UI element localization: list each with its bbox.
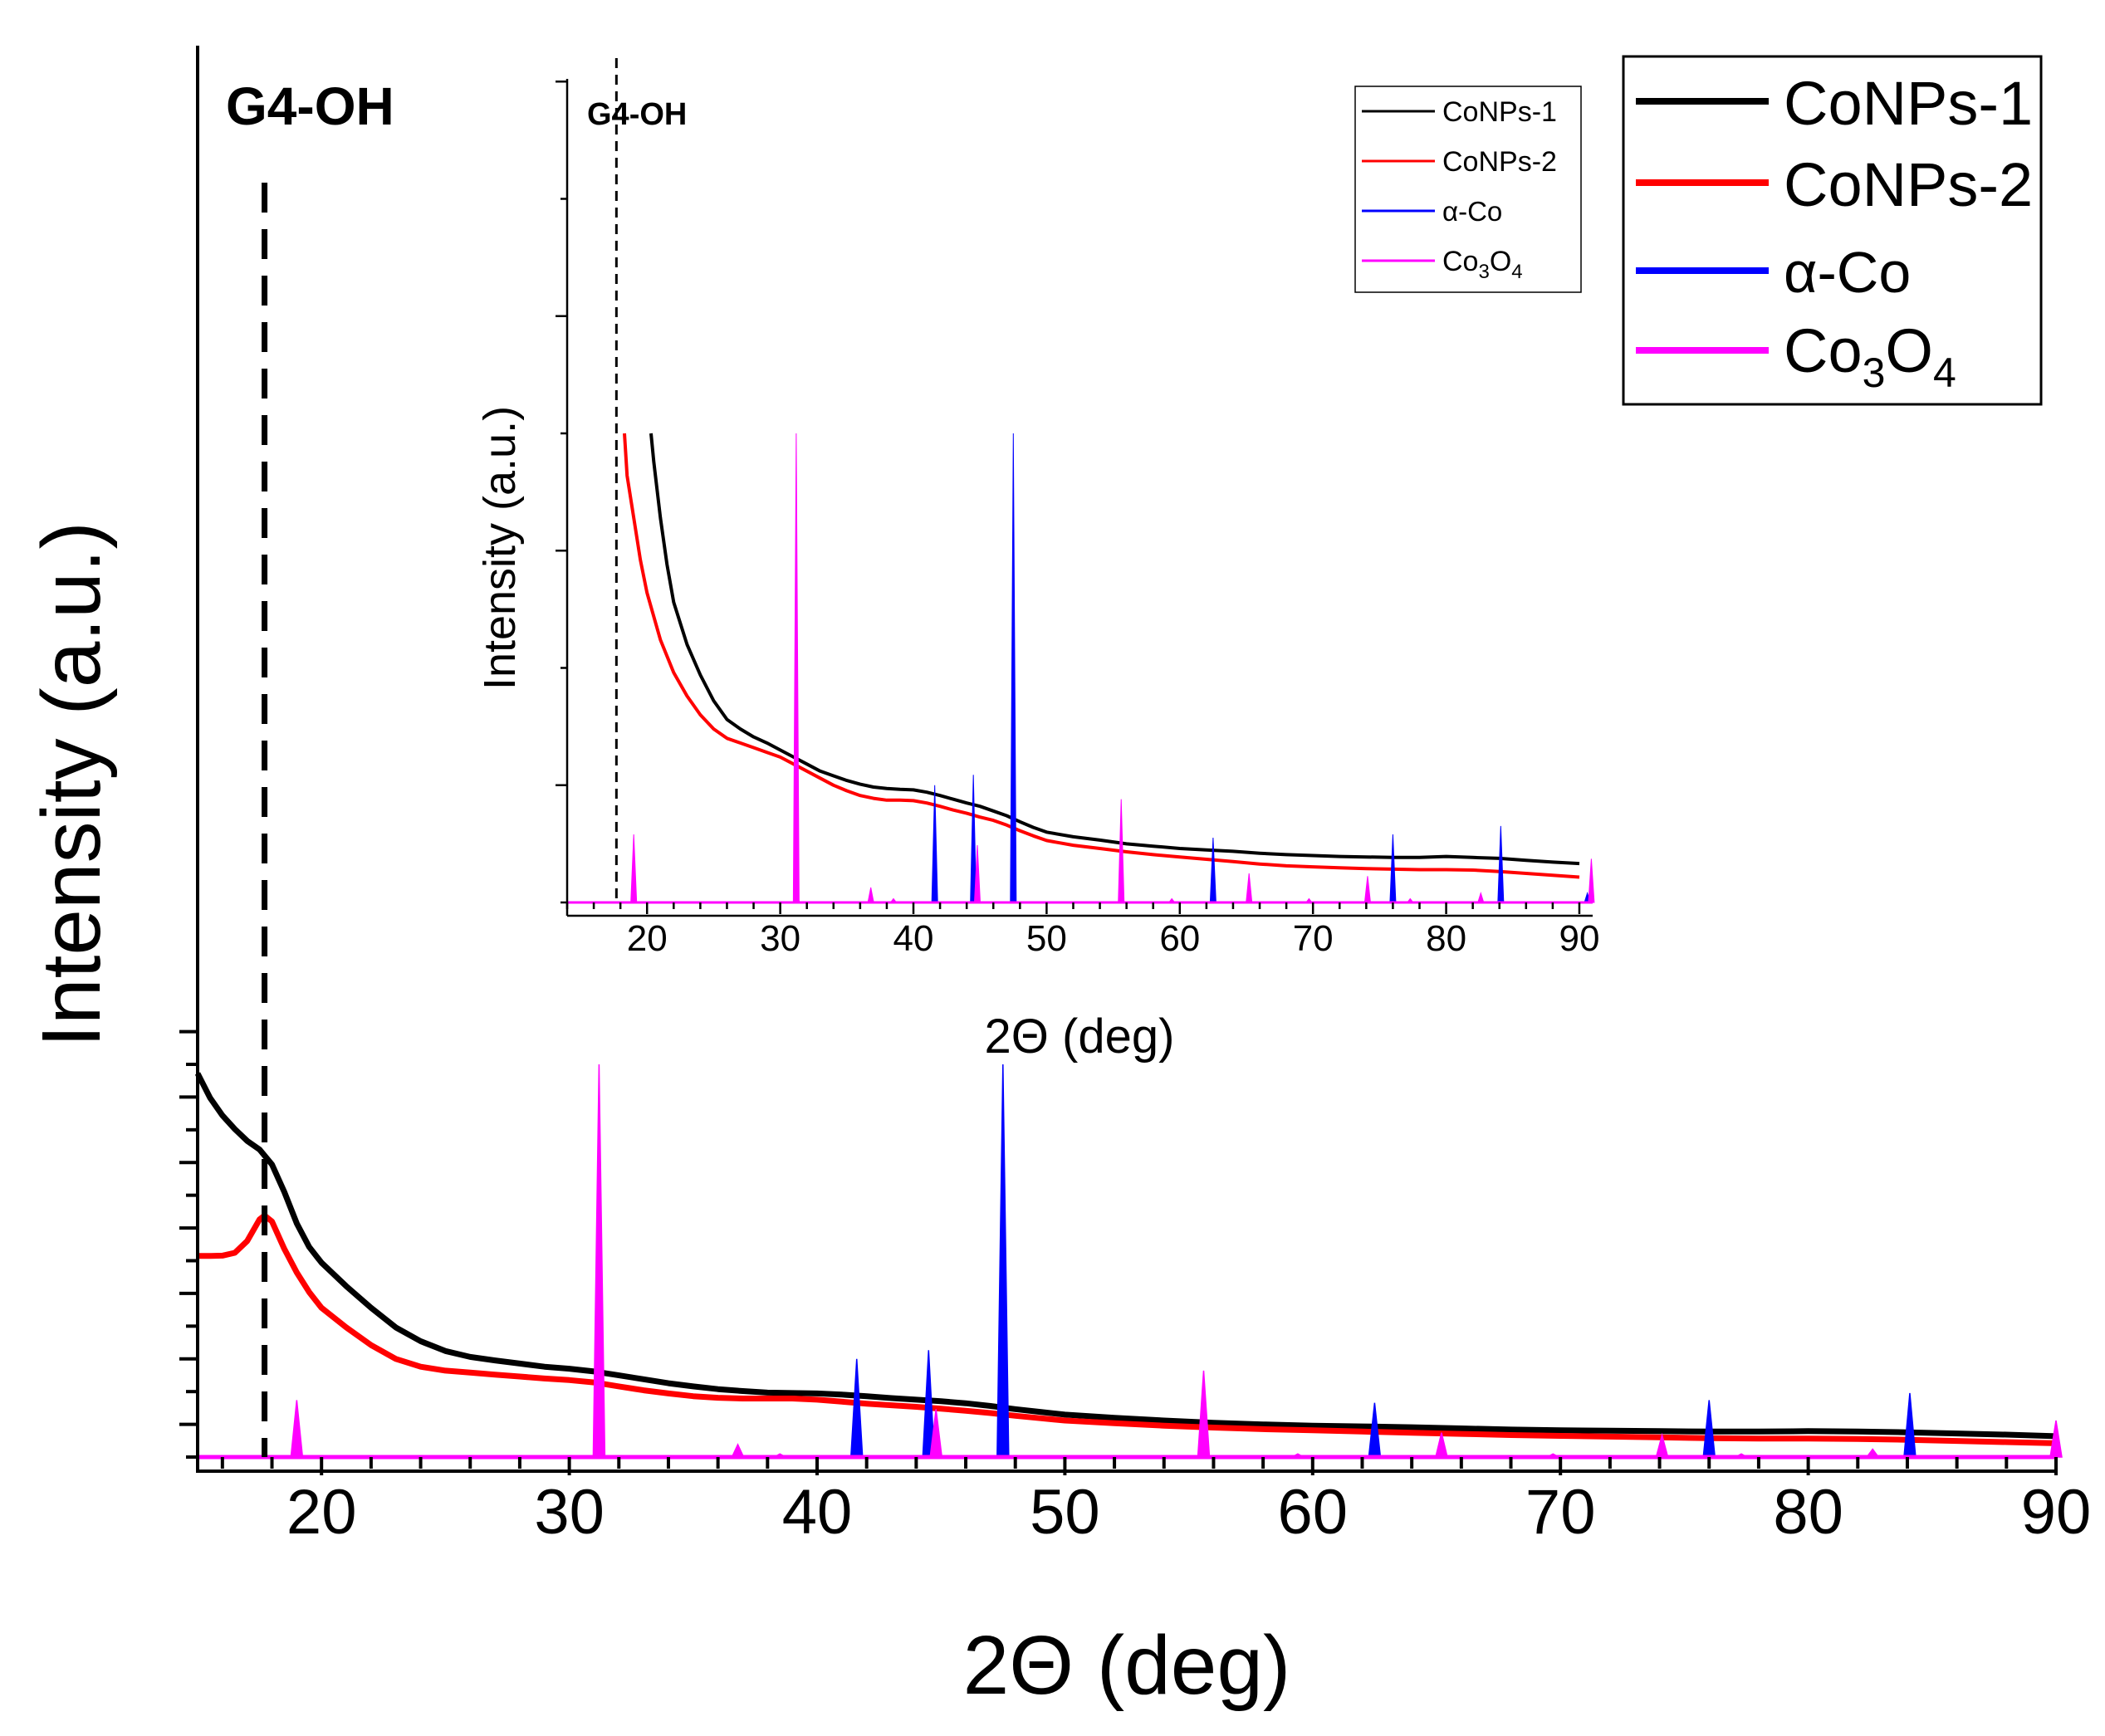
inset-x-tick-label: 40 [893, 918, 934, 959]
main-x-tick-label: 50 [1030, 1477, 1100, 1548]
main-x-tick-label: 70 [1525, 1477, 1596, 1548]
main-peak-co3o4-6 [1291, 1453, 1305, 1458]
main-peak-co3o4-8 [1546, 1453, 1559, 1458]
main-peak-co3o4-7 [1435, 1432, 1448, 1458]
main-x-tick-label: 60 [1278, 1477, 1349, 1548]
main-peak-co3o4-4 [929, 1409, 943, 1458]
main-series-conps-1 [194, 1072, 2057, 1440]
inset-legend-label-conps1: CoNPs-1 [1442, 96, 1557, 128]
main-legend-box [1622, 55, 2043, 406]
inset-series-conps-2 [623, 433, 1580, 879]
main-legend: CoNPs-1 CoNPs-2 α-Co Co3O4 [1622, 55, 2043, 406]
inset-legend-label-conps2: CoNPs-2 [1442, 146, 1557, 178]
main-peak-alpha-co-3 [996, 1064, 1010, 1458]
inset-x-tick-label: 80 [1426, 918, 1466, 959]
main-peak-co3o4-9 [1655, 1432, 1669, 1458]
inset-peak-co3o4-12 [1588, 858, 1595, 903]
inset-peak-co3o4-3 [889, 897, 898, 903]
main-y-axis-label: Intensity (a.u.) [25, 521, 118, 1048]
inset-plot-area [567, 58, 1595, 904]
inset-legend-label-alpha-co: α-Co [1442, 196, 1502, 227]
legend-label-alpha-co: α-Co [1784, 240, 1911, 305]
inset-peak-alpha-co-4 [1209, 838, 1216, 903]
main-peak-alpha-co-5 [1702, 1400, 1716, 1458]
main-peak-co3o4-11 [1865, 1448, 1880, 1458]
legend-label-conps2: CoNPs-2 [1784, 150, 2033, 219]
inset-legend-label-co3o4: Co3O4 [1442, 246, 1523, 283]
main-peak-co3o4-3 [773, 1453, 786, 1458]
main-annotation-g4oh: G4-OH [226, 76, 394, 136]
inset-chart: 20 30 40 50 60 70 80 90 2Θ (deg) Intensity (a.u… [475, 58, 1599, 1064]
inset-peak-co3o4-0 [630, 834, 638, 903]
inset-series-conps-1 [649, 433, 1580, 866]
main-peak-co3o4-10 [1735, 1453, 1748, 1458]
inset-legend: CoNPs-1 CoNPs-2 α-Co Co3O4 [1354, 86, 1582, 293]
inset-x-tick-label: 20 [627, 918, 668, 959]
inset-peak-alpha-co-3 [1010, 433, 1017, 903]
inset-x-tick-label: 50 [1026, 918, 1067, 959]
main-peak-co3o4-0 [290, 1400, 304, 1458]
main-x-tick-label: 20 [286, 1477, 357, 1548]
inset-peak-co3o4-2 [867, 887, 874, 903]
main-peak-alpha-co-6 [1903, 1392, 1917, 1458]
inset-x-tick-label: 30 [760, 918, 800, 959]
inset-peak-co3o4-10 [1406, 897, 1414, 903]
main-peak-co3o4-2 [731, 1443, 745, 1458]
main-axis-ticks: 20 30 40 50 60 70 80 90 [179, 1029, 2092, 1548]
inset-peak-co3o4-6 [1168, 897, 1176, 903]
main-x-tick-label: 40 [782, 1477, 853, 1548]
main-x-axis-label: 2Θ (deg) [963, 1619, 1291, 1712]
legend-label-co3o4: Co3O4 [1784, 316, 1956, 396]
inset-legend-box [1354, 86, 1582, 293]
legend-label-conps1: CoNPs-1 [1784, 69, 2033, 138]
inset-peak-co3o4-7 [1246, 873, 1253, 903]
inset-peak-co3o4-1 [792, 433, 800, 903]
main-x-tick-label: 90 [2021, 1477, 2092, 1548]
inset-peak-alpha-co-6 [1497, 825, 1505, 903]
main-series-conps-2 [198, 1212, 2057, 1446]
main-x-tick-label: 30 [534, 1477, 605, 1548]
main-x-tick-label: 80 [1773, 1477, 1843, 1548]
main-peak-alpha-co-1 [849, 1358, 864, 1458]
inset-x-tick-label: 70 [1293, 918, 1334, 959]
inset-peak-co3o4-9 [1363, 876, 1371, 903]
inset-x-tick-label: 60 [1159, 918, 1200, 959]
main-peak-co3o4-1 [592, 1064, 606, 1458]
inset-axis-ticks: 20 30 40 50 60 70 80 90 [556, 81, 1599, 959]
inset-peak-co3o4-11 [1477, 892, 1485, 903]
inset-y-axis-label: Intensity (a.u.) [475, 406, 525, 690]
main-peak-co3o4-5 [1197, 1370, 1211, 1458]
inset-x-axis-label: 2Θ (deg) [985, 1010, 1175, 1064]
inset-peak-co3o4-8 [1305, 897, 1313, 903]
inset-peak-co3o4-4 [973, 845, 982, 903]
inset-x-tick-label: 90 [1559, 918, 1599, 959]
inset-annotation-g4oh: G4-OH [587, 97, 687, 132]
main-chart: 20 30 40 50 60 70 80 90 2Θ (deg) Intensity (a.u… [25, 46, 2091, 1712]
inset-peak-co3o4-5 [1118, 799, 1125, 903]
main-plot-area [194, 183, 2063, 1460]
